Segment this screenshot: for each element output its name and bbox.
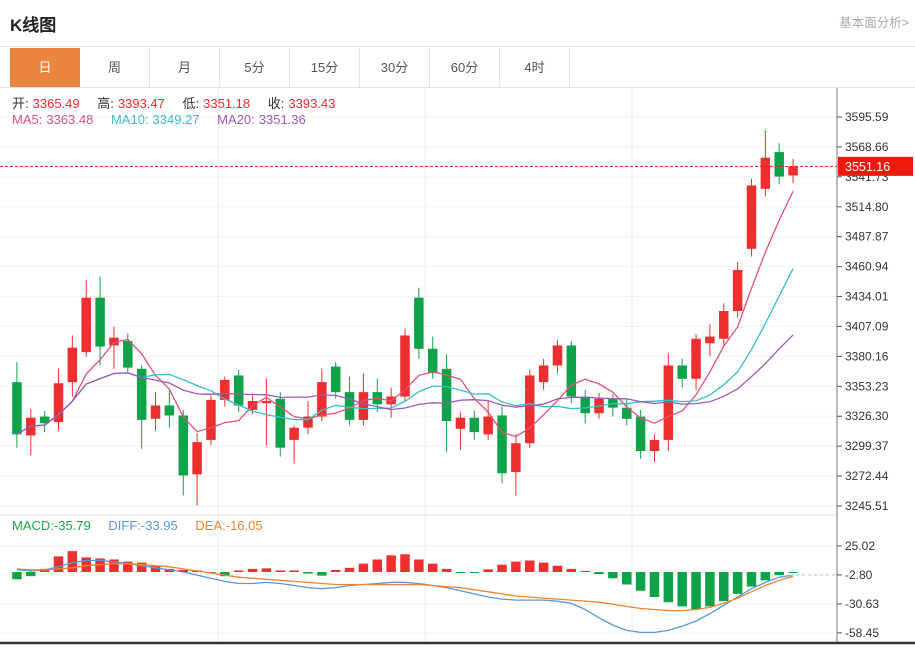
- macd-lines: [16, 559, 837, 634]
- current-price-badge: [838, 156, 913, 176]
- ma20-line: [16, 334, 794, 435]
- macd-histogram: [12, 551, 798, 610]
- ma-lines: [16, 190, 794, 438]
- kline-chart[interactable]: 3595.59 3568.66 3541.73 3514.80 3487.87 3460.…: [0, 88, 915, 647]
- period-tab-bar: 日周月 5分 15分 30分 60分 4时: [0, 48, 915, 88]
- axis-label: 25.02: [845, 539, 875, 553]
- current-price-marker: 3551.16: [0, 156, 913, 176]
- axis-label: 3353.23: [845, 379, 889, 393]
- axis-label: 3380.16: [845, 349, 889, 363]
- axis-label: 3245.51: [845, 499, 889, 513]
- axis-label: 3407.09: [845, 319, 889, 333]
- tab-period-3[interactable]: 5分: [220, 48, 290, 87]
- axis-label: 3326.30: [845, 409, 889, 423]
- axis-label: 3460.94: [845, 260, 889, 274]
- y-axis: 3595.593568.663541.733514.803487.873460.…: [836, 88, 889, 644]
- axis-label: 3514.80: [845, 200, 889, 214]
- axis-label: -30.63: [845, 597, 879, 611]
- current-price-value: 3551.16: [845, 160, 890, 174]
- axis-label: 3568.66: [845, 140, 889, 154]
- axis-label: -58.45: [845, 626, 879, 640]
- tab-period-6[interactable]: 60分: [430, 48, 500, 87]
- axis-label: 3299.37: [845, 439, 889, 453]
- diff-line: [16, 559, 794, 634]
- chart-canvas[interactable]: 3595.593568.663541.733514.803487.873460.…: [0, 88, 915, 647]
- candlestick-series: [12, 129, 798, 506]
- period-tabs: 日周月 5分 15分 30分 60分 4时: [10, 48, 570, 88]
- page-title: K线图: [10, 16, 57, 35]
- tab-period-1[interactable]: 周: [80, 48, 150, 87]
- widget-header: K线图 基本面分析>: [0, 0, 915, 47]
- axis-label: -2.80: [845, 568, 873, 582]
- ma5-line: [16, 190, 794, 438]
- tab-period-4[interactable]: 15分: [290, 48, 360, 87]
- tab-period-5[interactable]: 30分: [360, 48, 430, 87]
- dea-line: [16, 563, 794, 612]
- ma10-line: [16, 268, 794, 435]
- axis-label: 3595.59: [845, 110, 889, 124]
- tab-period-2[interactable]: 月: [150, 48, 220, 87]
- tab-period-0[interactable]: 日: [10, 48, 80, 87]
- axis-label: 3434.01: [845, 290, 889, 304]
- fundamental-analysis-link[interactable]: 基本面分析>: [839, 16, 909, 30]
- axis-label: 3487.87: [845, 230, 889, 244]
- axis-label: 3272.44: [845, 469, 889, 483]
- tab-period-7[interactable]: 4时: [500, 48, 570, 87]
